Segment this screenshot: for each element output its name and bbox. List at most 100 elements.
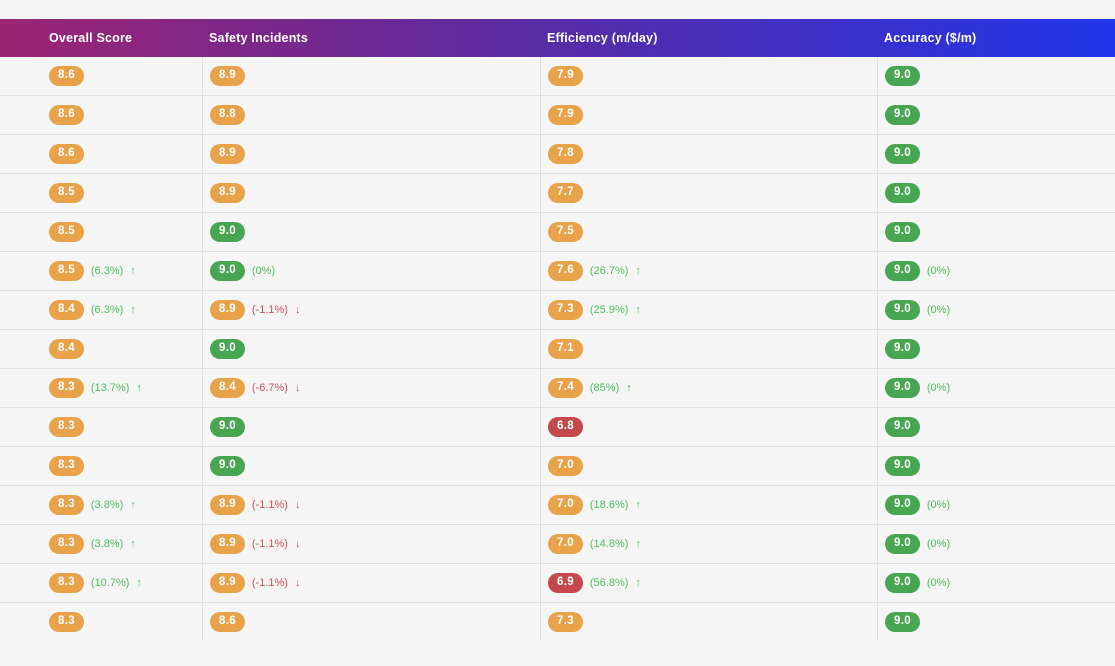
cell-accuracy: 9.0 (0%): [877, 291, 1115, 329]
score-pill: 9.0: [210, 339, 245, 359]
cell-efficiency: 7.7: [540, 174, 877, 212]
score-pill: 9.0: [885, 612, 920, 632]
score-pill: 9.0: [210, 261, 245, 281]
delta-text: (3.8%): [90, 498, 124, 511]
cell-accuracy: 9.0: [877, 447, 1115, 485]
delta-text: (0%): [251, 264, 276, 277]
delta-text: (-1.1%): [251, 537, 288, 550]
score-pill: 7.1: [548, 339, 583, 359]
score-pill: 9.0: [885, 534, 920, 554]
cell-accuracy: 9.0 (0%): [877, 564, 1115, 602]
delta-text: (10.7%): [90, 576, 130, 589]
score-pill: 9.0: [885, 417, 920, 437]
score-pill: 9.0: [885, 222, 920, 242]
cell-accuracy: 9.0 (0%): [877, 486, 1115, 524]
cell-accuracy: 9.0 (0%): [877, 525, 1115, 563]
cell-efficiency: 7.8: [540, 135, 877, 173]
delta-text: (-1.1%): [251, 303, 288, 316]
trend-up-icon: ↑: [635, 537, 641, 550]
score-pill: 8.6: [210, 612, 245, 632]
table-row: 8.3 (10.7%) ↑ 8.9 (-1.1%) ↓ 6.9 (56.8%) ↑ 9.0 (0%): [0, 564, 1115, 603]
score-pill: 7.0: [548, 495, 583, 515]
table-row: 8.5 9.0 7.5 9.0: [0, 213, 1115, 252]
table-row: 8.4 (6.3%) ↑ 8.9 (-1.1%) ↓ 7.3 (25.9%) ↑ 9.0 (0%): [0, 291, 1115, 330]
cell-efficiency: 7.4 (85%) ↑: [540, 369, 877, 407]
table-row: 8.3 8.6 7.3 9.0: [0, 603, 1115, 641]
cell-overall-score: 8.3 (10.7%) ↑: [0, 564, 202, 602]
table-row: 8.6 8.9 7.9 9.0: [0, 57, 1115, 96]
cell-overall-score: 8.3: [0, 408, 202, 446]
delta-text: (13.7%): [90, 381, 130, 394]
cell-safety-incidents: 8.9 (-1.1%) ↓: [202, 525, 540, 563]
score-pill: 8.3: [49, 417, 84, 437]
score-pill: 7.6: [548, 261, 583, 281]
score-pill: 9.0: [885, 573, 920, 593]
cell-safety-incidents: 8.4 (-6.7%) ↓: [202, 369, 540, 407]
trend-up-icon: ↑: [626, 381, 632, 394]
trend-up-icon: ↑: [130, 498, 136, 511]
trend-down-icon: ↓: [294, 381, 301, 394]
trend-up-icon: ↑: [136, 381, 142, 394]
trend-up-icon: ↑: [635, 264, 641, 277]
top-spacer: [0, 0, 1115, 19]
score-pill: 9.0: [885, 456, 920, 476]
cell-overall-score: 8.5: [0, 174, 202, 212]
cell-efficiency: 7.0 (14.8%) ↑: [540, 525, 877, 563]
score-pill: 8.9: [210, 183, 245, 203]
score-pill: 8.9: [210, 573, 245, 593]
cell-overall-score: 8.3: [0, 447, 202, 485]
delta-text: (0%): [926, 303, 951, 316]
delta-text: (-1.1%): [251, 576, 288, 589]
trend-down-icon: ↓: [294, 537, 301, 550]
delta-text: (26.7%): [589, 264, 629, 277]
score-pill: 7.3: [548, 612, 583, 632]
score-pill: 7.4: [548, 378, 583, 398]
score-pill: 9.0: [210, 456, 245, 476]
cell-accuracy: 9.0: [877, 57, 1115, 95]
trend-down-icon: ↓: [294, 576, 301, 589]
cell-accuracy: 9.0: [877, 330, 1115, 368]
delta-text: (0%): [926, 537, 951, 550]
delta-text: (85%): [589, 381, 620, 394]
delta-text: (14.8%): [589, 537, 629, 550]
column-header-accuracy: Accuracy ($/m): [884, 31, 977, 45]
column-header-efficiency: Efficiency (m/day): [547, 31, 658, 45]
score-pill: 8.3: [49, 495, 84, 515]
cell-accuracy: 9.0: [877, 213, 1115, 251]
score-pill: 9.0: [210, 417, 245, 437]
cell-accuracy: 9.0: [877, 603, 1115, 641]
cell-accuracy: 9.0 (0%): [877, 252, 1115, 290]
score-pill: 8.5: [49, 183, 84, 203]
score-pill: 8.9: [210, 495, 245, 515]
score-pill: 6.8: [548, 417, 583, 437]
cell-safety-incidents: 8.9: [202, 57, 540, 95]
score-pill: 8.6: [49, 144, 84, 164]
cell-efficiency: 7.3 (25.9%) ↑: [540, 291, 877, 329]
score-pill: 8.9: [210, 66, 245, 86]
cell-accuracy: 9.0: [877, 96, 1115, 134]
cell-safety-incidents: 9.0: [202, 447, 540, 485]
trend-up-icon: ↑: [635, 303, 641, 316]
table-row: 8.5 (6.3%) ↑ 9.0 (0%) 7.6 (26.7%) ↑ 9.0 (0%): [0, 252, 1115, 291]
delta-text: (6.3%): [90, 264, 124, 277]
score-pill: 9.0: [885, 144, 920, 164]
score-pill: 8.9: [210, 534, 245, 554]
cell-overall-score: 8.4: [0, 330, 202, 368]
score-pill: 8.3: [49, 534, 84, 554]
delta-text: (3.8%): [90, 537, 124, 550]
trend-up-icon: ↑: [130, 537, 136, 550]
score-pill: 8.5: [49, 261, 84, 281]
trend-up-icon: ↑: [635, 498, 641, 511]
cell-efficiency: 7.0: [540, 447, 877, 485]
score-pill: 7.3: [548, 300, 583, 320]
score-pill: 8.5: [49, 222, 84, 242]
score-pill: 9.0: [885, 378, 920, 398]
score-pill: 7.0: [548, 534, 583, 554]
cell-overall-score: 8.6: [0, 135, 202, 173]
table-row: 8.6 8.8 7.9 9.0: [0, 96, 1115, 135]
score-pill: 8.4: [49, 300, 84, 320]
table-body: 8.6 8.9 7.9 9.0 8.6 8.8 7.9 9.0 8.6 8.9 7.8 9.0 8.5 8…: [0, 57, 1115, 641]
cell-efficiency: 7.6 (26.7%) ↑: [540, 252, 877, 290]
score-pill: 8.9: [210, 144, 245, 164]
